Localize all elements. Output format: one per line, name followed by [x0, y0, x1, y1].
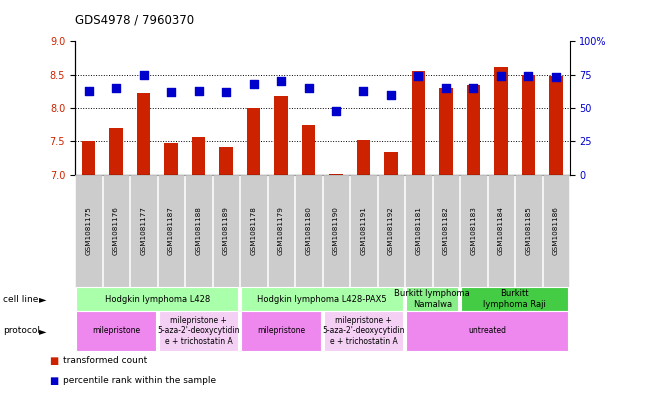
Bar [467, 85, 480, 175]
Text: GSM1081187: GSM1081187 [168, 206, 174, 255]
Text: GSM1081188: GSM1081188 [195, 206, 202, 255]
Text: GSM1081176: GSM1081176 [113, 206, 119, 255]
Text: percentile rank within the sample: percentile rank within the sample [63, 376, 216, 385]
Point [523, 73, 534, 79]
Bar [521, 75, 535, 175]
Bar [109, 128, 123, 175]
Text: GDS4978 / 7960370: GDS4978 / 7960370 [75, 14, 194, 27]
Text: milepristone +
5-aza-2'-deoxycytidin
e + trichostatin A: milepristone + 5-aza-2'-deoxycytidin e +… [158, 316, 240, 346]
Point [495, 73, 506, 79]
Text: Hodgkin lymphoma L428-PAX5: Hodgkin lymphoma L428-PAX5 [257, 295, 387, 303]
Text: GSM1081184: GSM1081184 [498, 206, 504, 255]
Bar [82, 141, 96, 175]
Text: GSM1081183: GSM1081183 [471, 206, 477, 255]
Bar [301, 125, 315, 175]
Bar [439, 88, 453, 175]
Point [413, 73, 424, 79]
Text: GSM1081182: GSM1081182 [443, 206, 449, 255]
Text: transformed count: transformed count [63, 356, 147, 365]
Point [331, 108, 341, 114]
Text: milepristone: milepristone [257, 327, 305, 335]
Text: ■: ■ [49, 376, 58, 386]
Bar [494, 67, 508, 175]
Point [358, 88, 368, 94]
Text: protocol: protocol [3, 327, 40, 335]
Point [139, 72, 149, 78]
Text: ■: ■ [49, 356, 58, 366]
Text: ►: ► [38, 326, 46, 336]
Text: milepristone +
5-aza-2'-deoxycytidin
e + trichostatin A: milepristone + 5-aza-2'-deoxycytidin e +… [322, 316, 405, 346]
Bar [137, 94, 150, 175]
Text: GSM1081178: GSM1081178 [251, 206, 256, 255]
Bar [411, 71, 425, 175]
Text: untreated: untreated [468, 327, 506, 335]
Point [468, 85, 478, 91]
Bar [274, 96, 288, 175]
Text: GSM1081191: GSM1081191 [361, 206, 367, 255]
Bar [329, 174, 343, 175]
Text: Burkitt lymphoma
Namalwa: Burkitt lymphoma Namalwa [395, 289, 470, 309]
Bar [219, 147, 233, 175]
Text: GSM1081175: GSM1081175 [86, 206, 92, 255]
Text: GSM1081189: GSM1081189 [223, 206, 229, 255]
Bar [164, 143, 178, 175]
Text: GSM1081190: GSM1081190 [333, 206, 339, 255]
Text: GSM1081179: GSM1081179 [278, 206, 284, 255]
Point [248, 81, 258, 87]
Point [303, 85, 314, 91]
Text: Burkitt
lymphoma Raji: Burkitt lymphoma Raji [483, 289, 546, 309]
Text: GSM1081192: GSM1081192 [388, 206, 394, 255]
Bar [191, 138, 206, 175]
Bar [384, 151, 398, 175]
Text: GSM1081181: GSM1081181 [415, 206, 421, 255]
Text: GSM1081177: GSM1081177 [141, 206, 146, 255]
Point [83, 88, 94, 94]
Point [166, 89, 176, 95]
Bar [247, 108, 260, 175]
Text: GSM1081186: GSM1081186 [553, 206, 559, 255]
Text: GSM1081185: GSM1081185 [525, 206, 531, 255]
Text: Hodgkin lymphoma L428: Hodgkin lymphoma L428 [105, 295, 210, 303]
Text: milepristone: milepristone [92, 327, 140, 335]
Bar [357, 140, 370, 175]
Point [441, 85, 451, 91]
Text: ►: ► [38, 294, 46, 304]
Point [111, 85, 121, 91]
Point [276, 78, 286, 84]
Point [193, 88, 204, 94]
Point [386, 92, 396, 98]
Text: cell line: cell line [3, 295, 38, 303]
Bar [549, 76, 562, 175]
Text: GSM1081180: GSM1081180 [305, 206, 311, 255]
Point [221, 89, 231, 95]
Point [551, 74, 561, 81]
